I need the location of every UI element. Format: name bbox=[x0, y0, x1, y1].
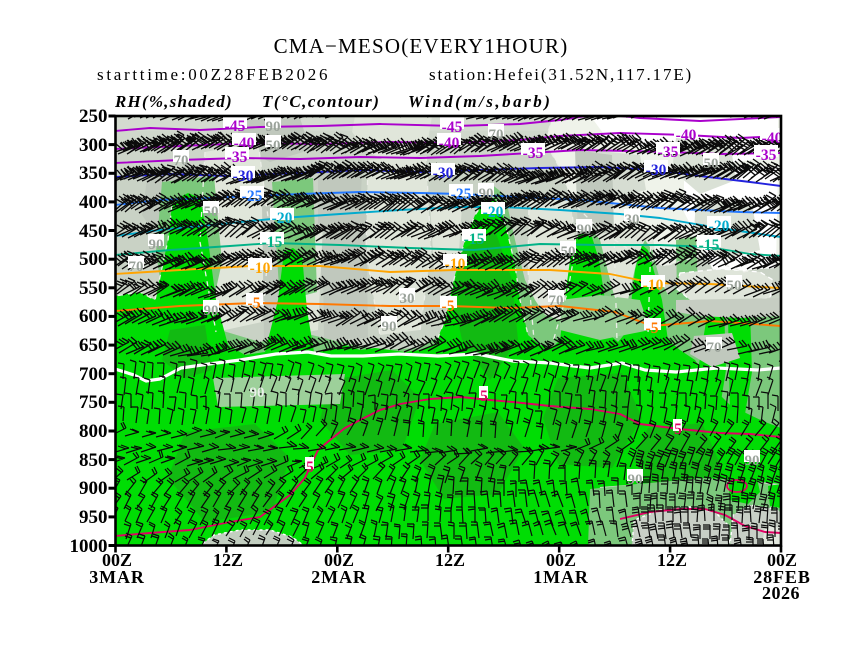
svg-text:2026: 2026 bbox=[762, 583, 800, 603]
svg-text:90: 90 bbox=[745, 453, 760, 469]
svg-text:70: 70 bbox=[174, 153, 189, 169]
svg-text:starttime:00Z28FEB2026: starttime:00Z28FEB2026 bbox=[97, 65, 330, 84]
svg-text:-20: -20 bbox=[709, 218, 730, 235]
svg-text:550: 550 bbox=[79, 278, 108, 299]
svg-text:5: 5 bbox=[674, 421, 682, 438]
svg-text:5: 5 bbox=[306, 459, 314, 476]
svg-text:28FEB: 28FEB bbox=[753, 567, 811, 587]
svg-text:400: 400 bbox=[79, 192, 108, 213]
svg-text:T(°C,contour): T(°C,contour) bbox=[262, 92, 380, 111]
svg-text:800: 800 bbox=[79, 421, 108, 442]
svg-text:00Z: 00Z bbox=[546, 550, 576, 570]
svg-text:-45: -45 bbox=[225, 118, 246, 135]
svg-text:90: 90 bbox=[204, 303, 219, 319]
svg-text:1MAR: 1MAR bbox=[533, 567, 589, 587]
svg-text:-25: -25 bbox=[242, 188, 263, 205]
svg-text:-5: -5 bbox=[442, 298, 455, 315]
svg-text:Wind(m/s,barb): Wind(m/s,barb) bbox=[408, 92, 552, 111]
svg-text:-40: -40 bbox=[762, 130, 783, 147]
svg-text:300: 300 bbox=[79, 135, 108, 156]
svg-text:12Z: 12Z bbox=[435, 550, 465, 570]
svg-text:90: 90 bbox=[266, 119, 281, 135]
svg-text:-20: -20 bbox=[272, 210, 293, 227]
svg-text:5: 5 bbox=[480, 388, 488, 405]
svg-text:50: 50 bbox=[704, 156, 719, 172]
svg-text:-20: -20 bbox=[483, 204, 504, 221]
svg-text:70: 70 bbox=[489, 127, 504, 143]
svg-text:12Z: 12Z bbox=[213, 550, 243, 570]
svg-text:600: 600 bbox=[79, 306, 108, 327]
svg-text:30: 30 bbox=[625, 212, 640, 228]
svg-text:850: 850 bbox=[79, 450, 108, 471]
svg-text:650: 650 bbox=[79, 335, 108, 356]
svg-text:-40: -40 bbox=[676, 127, 697, 144]
svg-text:50: 50 bbox=[204, 204, 219, 220]
svg-text:50: 50 bbox=[266, 138, 281, 154]
svg-text:00Z: 00Z bbox=[324, 550, 354, 570]
svg-text:700: 700 bbox=[79, 364, 108, 385]
svg-text:-40: -40 bbox=[439, 135, 460, 152]
svg-text:750: 750 bbox=[79, 392, 108, 413]
svg-text:station:Hefei(31.52N,117.17E): station:Hefei(31.52N,117.17E) bbox=[429, 65, 693, 84]
svg-text:-10: -10 bbox=[643, 277, 664, 294]
svg-text:90: 90 bbox=[149, 237, 164, 253]
svg-text:1000: 1000 bbox=[70, 536, 108, 557]
svg-text:-15: -15 bbox=[262, 234, 283, 251]
svg-text:RH(%,shaded): RH(%,shaded) bbox=[114, 92, 233, 111]
svg-text:2MAR: 2MAR bbox=[311, 567, 367, 587]
svg-text:450: 450 bbox=[79, 221, 108, 242]
svg-text:00Z: 00Z bbox=[767, 550, 797, 570]
svg-text:900: 900 bbox=[79, 478, 108, 499]
svg-text:500: 500 bbox=[79, 249, 108, 270]
svg-text:-35: -35 bbox=[756, 147, 777, 164]
svg-text:-35: -35 bbox=[523, 145, 544, 162]
svg-text:-30: -30 bbox=[233, 168, 254, 185]
svg-text:-10: -10 bbox=[250, 260, 271, 277]
svg-text:70: 70 bbox=[707, 340, 722, 356]
svg-text:3MAR: 3MAR bbox=[89, 567, 145, 587]
svg-text:250: 250 bbox=[79, 106, 108, 127]
svg-text:-35: -35 bbox=[227, 149, 248, 166]
svg-text:-5: -5 bbox=[248, 295, 261, 312]
svg-text:50: 50 bbox=[727, 278, 742, 294]
svg-text:-30: -30 bbox=[433, 165, 454, 182]
svg-text:70: 70 bbox=[129, 259, 144, 275]
svg-text:00Z: 00Z bbox=[102, 550, 132, 570]
svg-text:90: 90 bbox=[577, 222, 592, 238]
svg-text:-25: -25 bbox=[451, 186, 472, 203]
svg-text:-45: -45 bbox=[442, 119, 463, 136]
svg-text:90: 90 bbox=[382, 319, 397, 335]
svg-text:950: 950 bbox=[79, 507, 108, 528]
svg-text:-15: -15 bbox=[464, 231, 485, 248]
svg-text:50: 50 bbox=[561, 244, 576, 260]
svg-text:-5: -5 bbox=[646, 320, 659, 337]
svg-text:30: 30 bbox=[400, 291, 415, 307]
svg-text:90: 90 bbox=[628, 472, 643, 488]
svg-text:12Z: 12Z bbox=[657, 550, 687, 570]
svg-text:-15: -15 bbox=[699, 237, 720, 254]
svg-text:90: 90 bbox=[479, 186, 494, 202]
svg-text:-35: -35 bbox=[658, 144, 679, 161]
svg-text:-30: -30 bbox=[646, 162, 667, 179]
svg-text:350: 350 bbox=[79, 163, 108, 184]
svg-text:90: 90 bbox=[250, 385, 265, 401]
svg-text:70: 70 bbox=[549, 293, 564, 309]
svg-text:CMA−MESO(EVERY1HOUR): CMA−MESO(EVERY1HOUR) bbox=[274, 34, 569, 58]
svg-text:-10: -10 bbox=[445, 256, 466, 273]
